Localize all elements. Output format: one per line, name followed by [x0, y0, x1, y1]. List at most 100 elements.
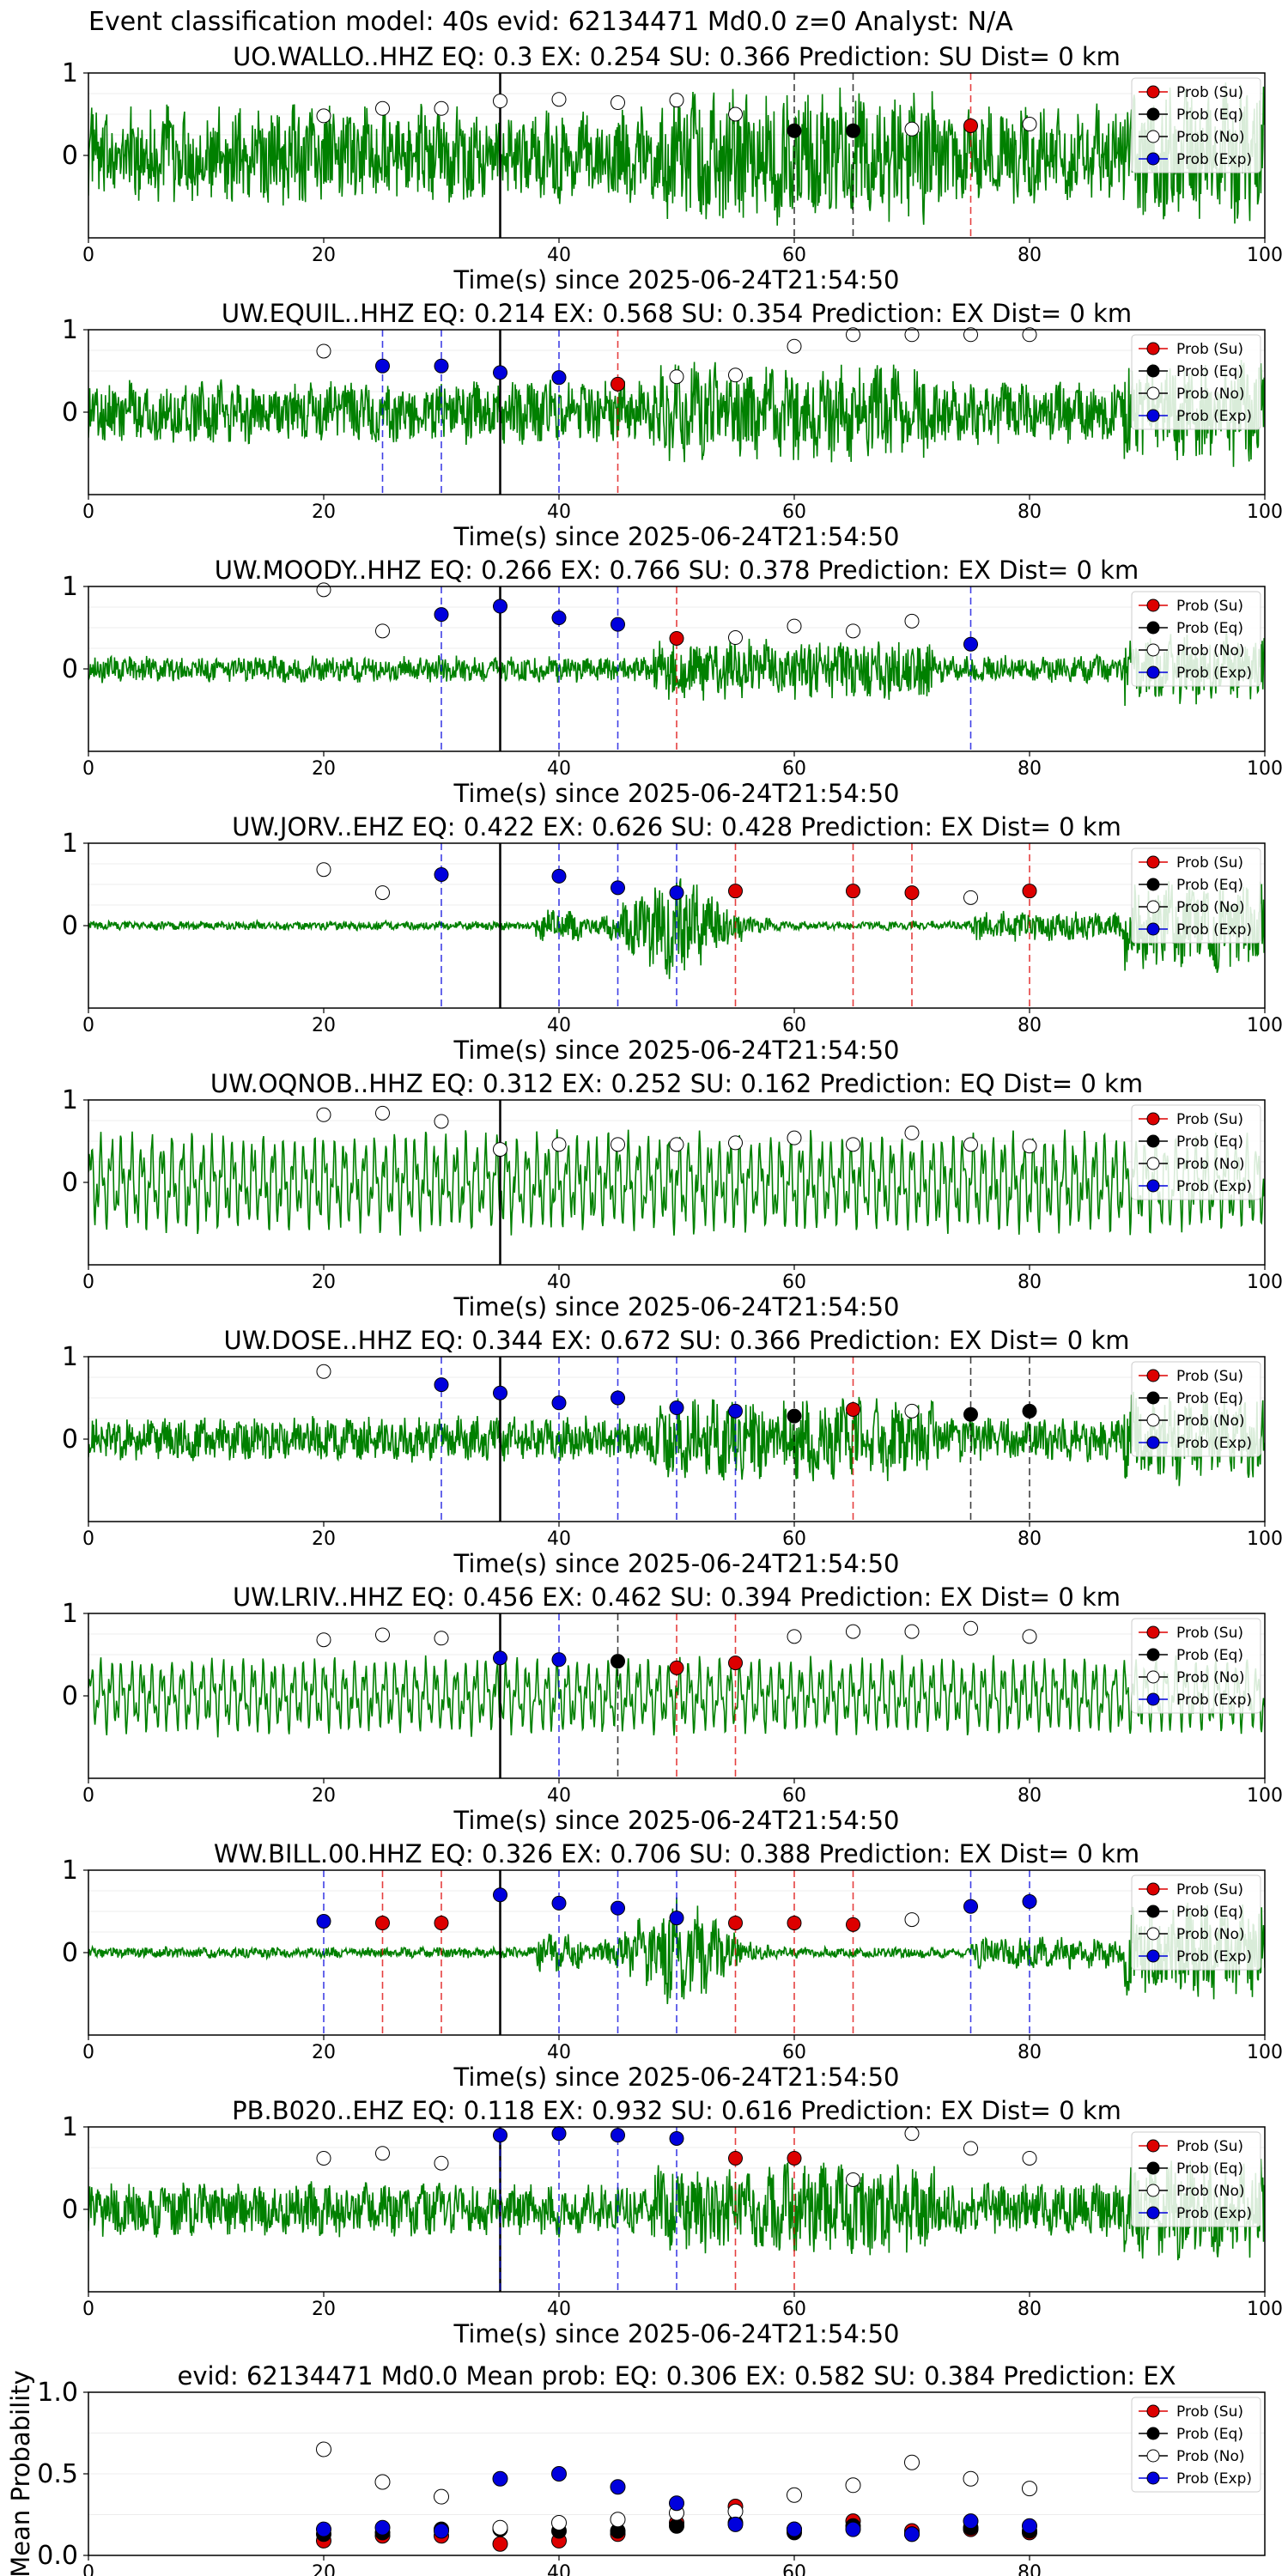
mean-prob-marker-exp	[610, 2479, 626, 2495]
prob-marker-su	[963, 118, 978, 133]
station-panel-5: UW.OQNOB..HHZ EQ: 0.312 EX: 0.252 SU: 0.…	[62, 1069, 1283, 1321]
y-tick-label: 0	[62, 911, 78, 941]
prob-marker-exp	[611, 617, 625, 632]
legend-marker-su	[1146, 1369, 1160, 1382]
prob-marker-exp	[611, 1390, 625, 1406]
prob-marker-no	[904, 327, 920, 343]
x-tick-label: 0	[82, 2299, 94, 2320]
seismic-trace	[88, 632, 1265, 707]
prob-marker-exp	[493, 1385, 507, 1400]
prob-marker-su	[728, 1915, 743, 1930]
x-tick-label: 100	[1247, 501, 1283, 523]
prob-marker-su	[669, 630, 684, 646]
x-axis-label: Time(s) since 2025-06-24T21:54:50	[453, 1292, 900, 1321]
prob-marker-exp	[551, 1395, 567, 1411]
prob-marker-exp	[963, 1899, 978, 1914]
prob-marker-no	[904, 1125, 920, 1140]
legend-label: Prob (Eq)	[1176, 1133, 1243, 1151]
x-tick-label: 0	[82, 1785, 94, 1807]
mean-prob-marker-no	[904, 2454, 920, 2470]
legend-label: Prob (No)	[1176, 1669, 1245, 1686]
prob-marker-no	[787, 1130, 802, 1145]
x-tick-label: 60	[782, 1015, 806, 1036]
prob-marker-su	[787, 2150, 802, 2166]
legend: Prob (Su) Prob (Eq) Prob (No) Prob (Exp)	[1131, 1618, 1261, 1714]
legend-label: Prob (Eq)	[1176, 1904, 1243, 1921]
prob-marker-no	[316, 108, 331, 124]
prob-marker-no	[1022, 1629, 1037, 1644]
prob-marker-no	[493, 94, 507, 109]
legend-marker-no	[1146, 900, 1160, 914]
mean-probability-panel: evid: 62134471 Md0.0 Mean prob: EQ: 0.30…	[6, 2361, 1266, 2576]
mean-prob-marker-no	[845, 2477, 861, 2494]
prob-marker-no	[846, 1624, 860, 1639]
prob-marker-su	[611, 376, 625, 392]
x-tick-label: 80	[1018, 1272, 1042, 1293]
x-tick-label: 20	[312, 1785, 336, 1807]
legend-marker-exp	[1146, 409, 1160, 422]
seismic-trace	[88, 2159, 1265, 2261]
x-tick-label: 100	[1247, 1528, 1283, 1550]
x-tick-label: 20	[312, 1528, 336, 1550]
x-tick-label: 20	[312, 245, 336, 266]
x-axis-label: Time(s) since 2025-06-24T21:54:50	[453, 1036, 900, 1065]
prob-marker-exp	[434, 1377, 449, 1393]
prob-marker-exp	[669, 1911, 684, 1926]
legend-marker-no	[1146, 1413, 1160, 1427]
prob-marker-su	[728, 884, 743, 899]
mean-prob-marker-exp	[374, 2519, 391, 2536]
legend-label: Prob (Su)	[1176, 1625, 1243, 1642]
legend-marker-no	[1146, 1670, 1160, 1684]
legend-label: Prob (Eq)	[1176, 877, 1243, 894]
legend-marker-exp	[1146, 1692, 1160, 1706]
prob-marker-no	[728, 1135, 743, 1151]
legend-marker-no	[1146, 643, 1160, 657]
prob-marker-no	[728, 368, 743, 383]
prob-marker-exp	[669, 885, 684, 901]
x-tick-label: 60	[782, 501, 806, 523]
prob-marker-no	[904, 613, 920, 629]
legend: Prob (Su) Prob (Eq) Prob (No) Prob (Exp)	[1131, 334, 1261, 430]
prob-marker-no	[316, 862, 331, 878]
legend-label: Prob (Su)	[1176, 1881, 1243, 1899]
legend-label: Prob (Eq)	[1176, 620, 1243, 637]
panel-title: UW.EQUIL..HHZ EQ: 0.214 EX: 0.568 SU: 0.…	[222, 299, 1132, 328]
prob-marker-exp	[551, 868, 567, 884]
x-tick-label: 100	[1247, 2042, 1283, 2063]
legend-marker-exp	[1146, 665, 1160, 679]
prob-marker-exp	[551, 610, 567, 625]
legend-label: Prob (Su)	[1176, 598, 1243, 615]
station-panel-9: PB.B020..EHZ EQ: 0.118 EX: 0.932 SU: 0.6…	[62, 2096, 1283, 2348]
prob-marker-no	[669, 93, 684, 108]
legend-label: Prob (Su)	[1176, 1111, 1243, 1128]
prob-marker-exp	[493, 598, 507, 614]
x-tick-label: 80	[1018, 245, 1042, 266]
x-tick-label: 60	[782, 1528, 806, 1550]
prob-marker-no	[846, 2172, 860, 2187]
seismic-trace	[88, 1129, 1265, 1236]
mean-prob-marker-no	[610, 2512, 626, 2528]
prob-marker-exp	[1022, 1893, 1037, 1909]
legend-label: Prob (Exp)	[1176, 921, 1252, 939]
legend-label: Prob (No)	[1176, 642, 1245, 659]
prob-marker-no	[787, 618, 802, 634]
station-panel-7: UW.LRIV..HHZ EQ: 0.456 EX: 0.462 SU: 0.3…	[62, 1583, 1283, 1835]
prob-marker-no	[611, 1137, 625, 1152]
x-tick-label: 40	[547, 1528, 571, 1550]
legend-marker-su	[1146, 1882, 1160, 1896]
x-tick-label: 20	[312, 2562, 336, 2576]
legend-label: Prob (Eq)	[1176, 2426, 1243, 2443]
x-tick-label: 80	[1018, 758, 1042, 780]
legend-marker-eq	[1146, 2427, 1160, 2440]
prob-marker-su	[728, 1656, 743, 1671]
legend-marker-su	[1146, 1625, 1160, 1639]
prob-marker-no	[669, 369, 684, 385]
prob-marker-no	[963, 1620, 978, 1636]
mean-prob-marker-exp	[434, 2523, 449, 2539]
x-tick-label: 40	[547, 501, 571, 523]
prob-marker-no	[375, 623, 390, 639]
x-tick-label: 40	[547, 2562, 571, 2576]
legend-marker-no	[1146, 1157, 1160, 1170]
prob-marker-exp	[493, 365, 507, 380]
x-axis-label: Time(s) since 2025-06-24T21:54:50	[453, 265, 900, 295]
